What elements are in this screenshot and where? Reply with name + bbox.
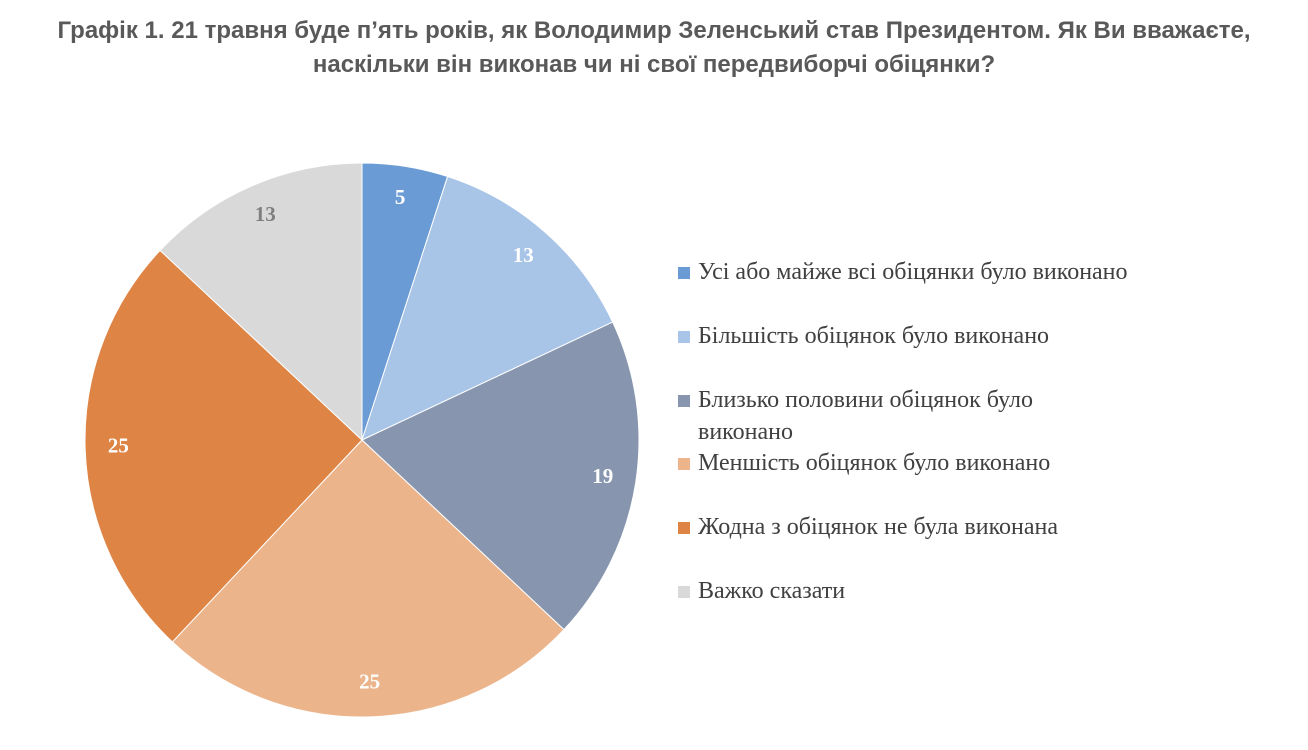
legend-swatch	[678, 331, 690, 343]
data-label: 5	[395, 185, 406, 209]
pie-slice	[159, 162, 363, 442]
legend-item: Жодна з обіцянок не була виконана	[678, 511, 1258, 543]
legend-item: Усі або майже всі обіцянки було виконано	[678, 256, 1258, 288]
legend-label: Усі або майже всі обіцянки було виконано	[698, 259, 1128, 285]
legend-label: Меншість обіцянок було виконано	[698, 450, 1051, 476]
legend-item: Більшість обіцянок було виконано	[678, 320, 1258, 352]
data-label: 25	[108, 433, 129, 457]
legend-label: Більшість обіцянок було виконано	[698, 323, 1050, 349]
pie-slice	[361, 321, 640, 631]
data-label: 19	[592, 464, 613, 488]
legend-label: Важко сказати	[698, 578, 846, 604]
data-label: 13	[513, 243, 534, 267]
legend-swatch	[678, 395, 690, 407]
legend-label: Жодна з обіцянок не була виконана	[698, 514, 1059, 540]
legend-swatch	[678, 458, 690, 470]
legend-swatch	[678, 522, 690, 534]
legend-label: Близько половини обіцянок було виконано	[698, 387, 1034, 445]
pie-slice	[171, 439, 565, 718]
data-label: 13	[255, 202, 276, 226]
legend-swatch	[678, 586, 690, 598]
pie-slice	[361, 175, 614, 441]
legend-swatch	[678, 267, 690, 279]
legend-item: Меншість обіцянок було виконано	[678, 447, 1258, 479]
legend-item: Близько половини обіцянок було виконано	[678, 384, 1128, 448]
pie-slice	[84, 249, 363, 643]
legend-item: Важко сказати	[678, 575, 1258, 607]
data-label: 25	[359, 669, 380, 693]
chart-title: Графік 1. 21 травня буде п’ять років, як…	[57, 17, 1251, 78]
